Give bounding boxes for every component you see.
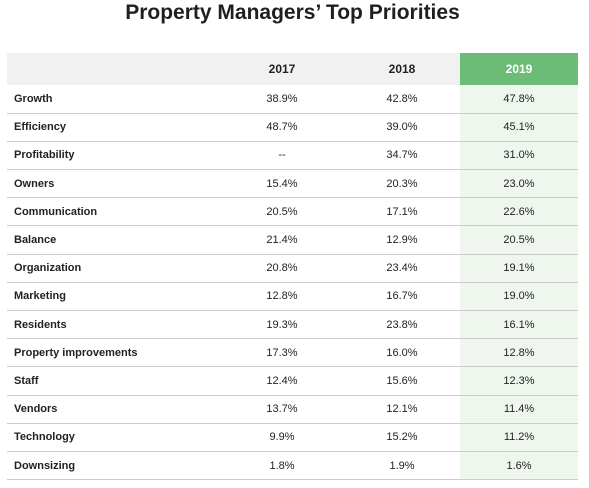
value-cell-2017: --	[220, 141, 344, 171]
header-year-2019: 2019	[460, 53, 578, 85]
row-label: Balance	[7, 225, 220, 255]
value-cell-2019: 11.2%	[460, 423, 578, 452]
header-row: 2017 2018 2019	[7, 53, 578, 85]
value-cell-2017: 17.3%	[220, 338, 344, 368]
table-row: Communication 20.5% 17.1% 22.6%	[7, 197, 578, 227]
value-cell-2018: 34.7%	[344, 141, 460, 171]
value-cell-2017: 48.7%	[220, 113, 344, 142]
value-cell-2019: 19.0%	[460, 282, 578, 312]
row-label: Organization	[7, 254, 220, 283]
value-cell-2019: 16.1%	[460, 310, 578, 340]
value-cell-2018: 15.2%	[344, 423, 460, 452]
value-cell-2018: 1.9%	[344, 451, 460, 481]
value-cell-2017: 13.7%	[220, 395, 344, 424]
value-cell-2019: 19.1%	[460, 254, 578, 283]
value-cell-2017: 12.4%	[220, 366, 344, 396]
value-cell-2018: 17.1%	[344, 197, 460, 227]
row-label: Growth	[7, 85, 220, 114]
value-cell-2019: 12.8%	[460, 338, 578, 368]
value-cell-2018: 23.4%	[344, 254, 460, 283]
table-row: Downsizing 1.8% 1.9% 1.6%	[7, 451, 578, 481]
table-row: Organization 20.8% 23.4% 19.1%	[7, 254, 578, 283]
value-cell-2017: 20.8%	[220, 254, 344, 283]
table-row: Efficiency 48.7% 39.0% 45.1%	[7, 113, 578, 142]
table-row: Balance 21.4% 12.9% 20.5%	[7, 225, 578, 255]
table-row: Profitability -- 34.7% 31.0%	[7, 141, 578, 171]
value-cell-2018: 16.7%	[344, 282, 460, 312]
table-row: Property improvements 17.3% 16.0% 12.8%	[7, 338, 578, 368]
value-cell-2017: 1.8%	[220, 451, 344, 481]
value-cell-2019: 23.0%	[460, 169, 578, 199]
value-cell-2018: 12.9%	[344, 225, 460, 255]
value-cell-2017: 15.4%	[220, 169, 344, 199]
value-cell-2019: 22.6%	[460, 197, 578, 227]
table-row: Growth 38.9% 42.8% 47.8%	[7, 85, 578, 114]
value-cell-2019: 20.5%	[460, 225, 578, 255]
priorities-table: 2017 2018 2019 Growth 38.9% 42.8% 47.8% Effi…	[7, 53, 578, 481]
row-label: Marketing	[7, 282, 220, 312]
row-label: Vendors	[7, 395, 220, 424]
row-label: Property improvements	[7, 338, 220, 368]
row-label: Staff	[7, 366, 220, 396]
header-label-cell	[7, 53, 220, 85]
row-label: Owners	[7, 169, 220, 199]
header-year-2017: 2017	[220, 53, 344, 85]
value-cell-2019: 45.1%	[460, 113, 578, 142]
table-row: Residents 19.3% 23.8% 16.1%	[7, 310, 578, 340]
value-cell-2017: 12.8%	[220, 282, 344, 312]
value-cell-2018: 20.3%	[344, 169, 460, 199]
table-row: Technology 9.9% 15.2% 11.2%	[7, 423, 578, 452]
value-cell-2018: 23.8%	[344, 310, 460, 340]
value-cell-2018: 12.1%	[344, 395, 460, 424]
value-cell-2018: 16.0%	[344, 338, 460, 368]
value-cell-2018: 15.6%	[344, 366, 460, 396]
table-row: Staff 12.4% 15.6% 12.3%	[7, 366, 578, 396]
row-label: Technology	[7, 423, 220, 452]
header-year-2018: 2018	[344, 53, 460, 85]
value-cell-2017: 9.9%	[220, 423, 344, 452]
value-cell-2019: 47.8%	[460, 85, 578, 114]
chart-title: Property Managers’ Top Priorities	[125, 1, 460, 24]
value-cell-2018: 42.8%	[344, 85, 460, 114]
table-row: Owners 15.4% 20.3% 23.0%	[7, 169, 578, 199]
value-cell-2017: 21.4%	[220, 225, 344, 255]
value-cell-2017: 20.5%	[220, 197, 344, 227]
table-header: 2017 2018 2019	[7, 53, 578, 85]
table-row: Marketing 12.8% 16.7% 19.0%	[7, 282, 578, 312]
row-label: Residents	[7, 310, 220, 340]
row-label: Profitability	[7, 141, 220, 171]
value-cell-2019: 12.3%	[460, 366, 578, 396]
row-label: Communication	[7, 197, 220, 227]
value-cell-2017: 19.3%	[220, 310, 344, 340]
value-cell-2019: 1.6%	[460, 451, 578, 481]
value-cell-2017: 38.9%	[220, 85, 344, 114]
priorities-table-container: 2017 2018 2019 Growth 38.9% 42.8% 47.8% Effi…	[7, 53, 578, 481]
table-body: Growth 38.9% 42.8% 47.8% Efficiency 48.7% 39.0…	[7, 85, 578, 481]
row-label: Efficiency	[7, 113, 220, 142]
table-row: Vendors 13.7% 12.1% 11.4%	[7, 395, 578, 424]
value-cell-2019: 31.0%	[460, 141, 578, 171]
value-cell-2019: 11.4%	[460, 395, 578, 424]
value-cell-2018: 39.0%	[344, 113, 460, 142]
row-label: Downsizing	[7, 451, 220, 481]
